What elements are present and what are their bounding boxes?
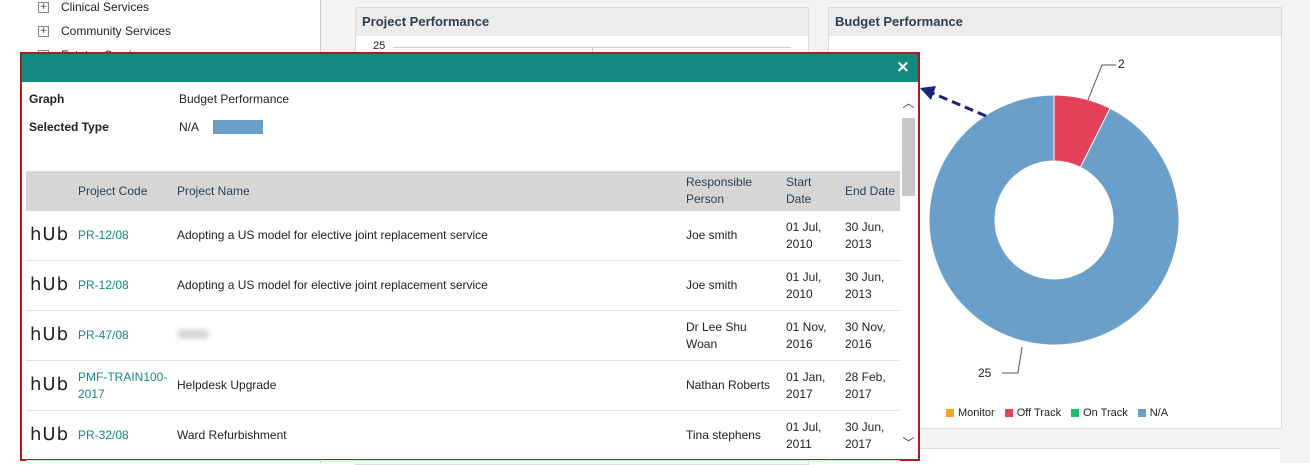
start-date: 01 Jul, 2010 [786, 269, 822, 301]
column-header-responsible-person[interactable]: Responsible Person [682, 171, 782, 211]
callout-line-bottom [1002, 346, 1023, 374]
panel-title: Budget Performance [829, 8, 1281, 36]
start-date: 01 Jul, 2011 [786, 419, 822, 451]
responsible-person: Joe smith [686, 228, 738, 242]
panel-strip [828, 448, 1280, 464]
legend-label: N/A [1149, 407, 1169, 419]
expand-icon[interactable]: + [38, 25, 49, 37]
gridline [592, 47, 593, 53]
selected-type-row: Selected Type N/A [29, 120, 264, 134]
hub-logo: hUb [30, 374, 70, 395]
callout-line-top [1087, 64, 1116, 101]
legend-swatch [1137, 409, 1146, 417]
graph-label: Graph [29, 92, 65, 106]
table-row[interactable]: hUb PR-12/08 Adopting a US model for elect… [26, 260, 900, 311]
project-code-link[interactable]: PR-32/08 [78, 428, 129, 442]
annotation-arrow-icon [920, 86, 987, 118]
expand-icon[interactable]: + [38, 1, 49, 13]
drilldown-modal: × Graph Budget Performance Selected Type… [20, 52, 920, 461]
responsible-person: Joe smith [686, 278, 738, 292]
legend-label: On Track [1083, 407, 1128, 419]
legend-swatch [1004, 409, 1013, 417]
tree-item-label: Clinical Services [61, 0, 150, 14]
selected-type-value: N/A [179, 120, 200, 134]
y-axis-tick: 25 [373, 40, 386, 52]
column-header-project-name[interactable]: Project Name [173, 171, 682, 211]
start-date: 01 Jul, 2010 [786, 219, 822, 251]
scrollbar-thumb[interactable] [902, 118, 915, 196]
close-icon[interactable]: × [895, 57, 910, 77]
project-name: Adopting a US model for elective joint r… [177, 228, 488, 242]
project-code-link[interactable]: PR-47/08 [78, 328, 129, 342]
selected-type-swatch [213, 120, 264, 134]
project-name: Ward Refurbishment [177, 428, 287, 442]
project-name: Helpdesk Upgrade [177, 378, 277, 392]
legend-item-na[interactable]: N/A [1137, 407, 1169, 419]
column-header-logo [26, 171, 74, 211]
end-date: 28 Feb, 2017 [845, 369, 886, 401]
chart-legend: Monitor Off Track On Track N/A [946, 407, 1168, 419]
column-header-start-date[interactable]: Start Date [782, 171, 841, 211]
table-header-row: Project Code Project Name Responsible Pe… [26, 171, 900, 211]
chevron-up-icon[interactable]: ︿ [902, 96, 915, 110]
tree-item-label: Community Services [61, 24, 172, 38]
hub-logo: hUb [30, 224, 70, 245]
project-code-link[interactable]: PMF-TRAIN100-2017 [78, 369, 168, 401]
start-date: 01 Jan, 2017 [786, 369, 826, 401]
project-code-link[interactable]: PR-12/08 [78, 278, 129, 292]
column-header-end-date[interactable]: End Date [841, 171, 900, 211]
data-label-off-track: 2 [1118, 57, 1125, 71]
donut-slice-n-a[interactable] [928, 94, 1180, 346]
end-date: 30 Jun, 2013 [845, 219, 885, 251]
end-date: 30 Jun, 2013 [845, 269, 885, 301]
tree-item-clinical-services[interactable]: + Clinical Services [38, 0, 149, 16]
project-code-link[interactable]: PR-12/08 [78, 228, 129, 242]
modal-scrollbar[interactable]: ︿ ﹀ [900, 88, 917, 450]
responsible-person: Tina stephens [686, 428, 761, 442]
panel-title: Project Performance [356, 8, 808, 36]
table-row[interactable]: hUb PR-12/08 Adopting a US model for elect… [26, 211, 900, 261]
table-row[interactable]: hUb PR-47/08 Dr Lee Shu Woan 01 Nov, 2016 30… [26, 310, 900, 361]
legend-item-off-track[interactable]: Off Track [1004, 407, 1062, 419]
legend-item-monitor[interactable]: Monitor [946, 407, 995, 419]
redacted-text [177, 329, 209, 339]
responsible-person: Dr Lee Shu Woan [686, 319, 747, 351]
end-date: 30 Jun, 2017 [845, 419, 885, 451]
budget-donut-chart [928, 94, 1180, 346]
modal-header: × [22, 54, 918, 82]
legend-swatch [946, 409, 954, 417]
data-label-na: 25 [978, 366, 992, 380]
hub-logo: hUb [30, 324, 70, 345]
tree-item-community-services[interactable]: + Community Services [38, 22, 171, 40]
selected-type-label: Selected Type [29, 120, 109, 134]
end-date: 30 Nov, 2016 [845, 319, 886, 351]
legend-item-on-track[interactable]: On Track [1071, 407, 1128, 419]
table-row[interactable]: hUb PMF-TRAIN100-2017 Helpdesk Upgrade Nath… [26, 360, 900, 411]
chevron-down-icon[interactable]: ﹀ [902, 436, 915, 450]
projects-table: Project Code Project Name Responsible Pe… [26, 171, 900, 461]
project-name: Adopting a US model for elective joint r… [177, 278, 488, 292]
column-header-project-code[interactable]: Project Code [74, 171, 173, 211]
legend-swatch [1071, 409, 1080, 417]
table-row[interactable]: hUb PR-32/08 Ward Refurbishment Tina stephe… [26, 410, 900, 461]
graph-value: Budget Performance [179, 92, 290, 106]
graph-row: Graph Budget Performance [29, 92, 289, 106]
responsible-person: Nathan Roberts [686, 378, 771, 392]
hub-logo: hUb [30, 274, 70, 295]
legend-label: Off Track [1016, 407, 1062, 419]
legend-label: Monitor [958, 407, 995, 419]
callout-lines [1002, 64, 1116, 374]
hub-logo: hUb [30, 424, 70, 445]
start-date: 01 Nov, 2016 [786, 319, 827, 351]
